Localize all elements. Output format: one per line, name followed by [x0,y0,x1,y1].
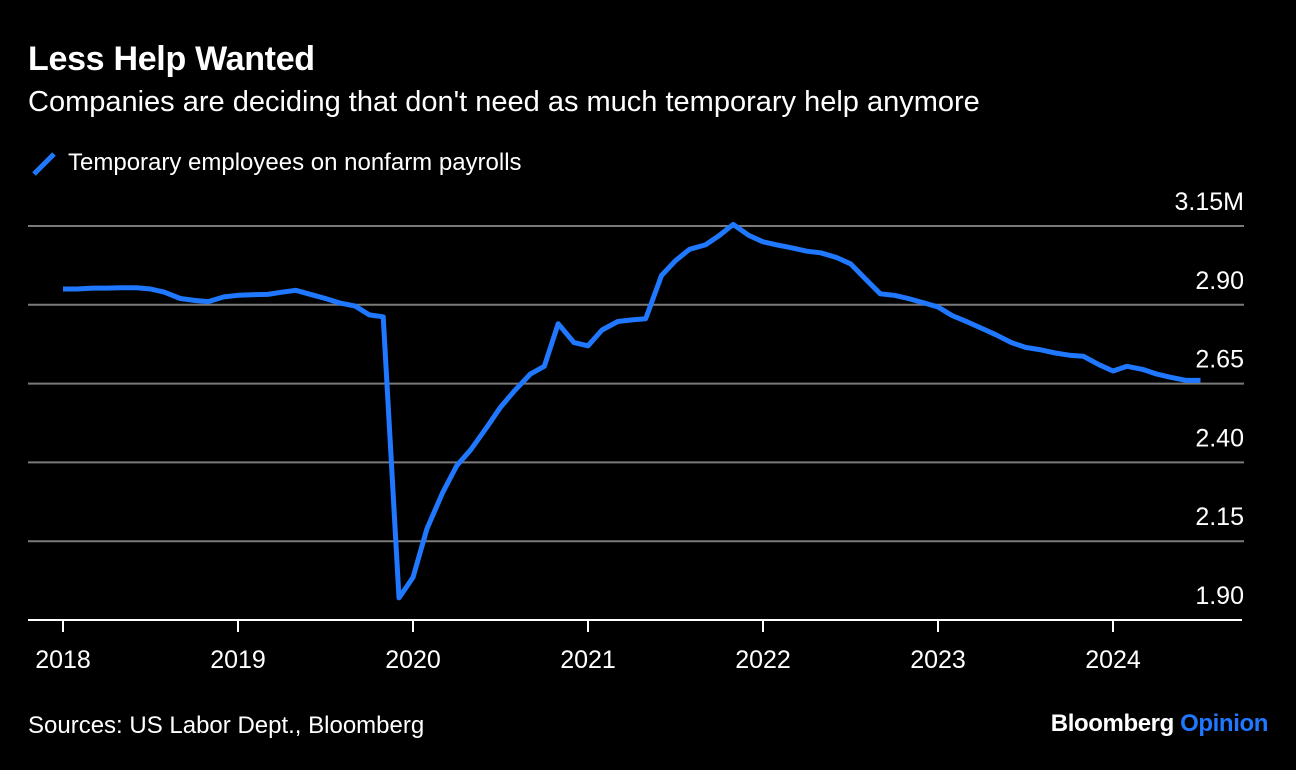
chart-subtitle: Companies are deciding that don't need a… [28,86,980,118]
legend: Temporary employees on nonfarm payrolls [30,148,522,178]
brand-logo: Bloomberg Opinion [1050,710,1269,738]
y-tick-label: 2.40 [1195,424,1244,452]
x-tick-label: 2018 [35,646,91,674]
x-tick-label: 2020 [385,646,441,674]
chart-title: Less Help Wanted [28,40,315,78]
series-line-0 [63,221,1201,601]
brand-section: Opinion [1180,710,1268,737]
y-tick-label: 2.65 [1195,346,1244,374]
y-tick-label: 2.15 [1195,503,1244,531]
y-tick-label: 1.90 [1195,582,1244,610]
legend-label: Temporary employees on nonfarm payrolls [68,149,522,176]
y-tick-label: 3.15M [1175,188,1244,216]
x-tick-label: 2023 [910,646,966,674]
x-tick-label: 2022 [735,646,791,674]
x-tick-label: 2021 [560,646,616,674]
x-tick-label: 2024 [1085,646,1141,674]
brand-name: Bloomberg [1050,710,1174,737]
source-note: Sources: US Labor Dept., Bloomberg [28,712,425,739]
x-tick-label: 2019 [210,646,266,674]
y-tick-label: 2.90 [1195,267,1244,295]
legend-line-icon [32,152,56,176]
